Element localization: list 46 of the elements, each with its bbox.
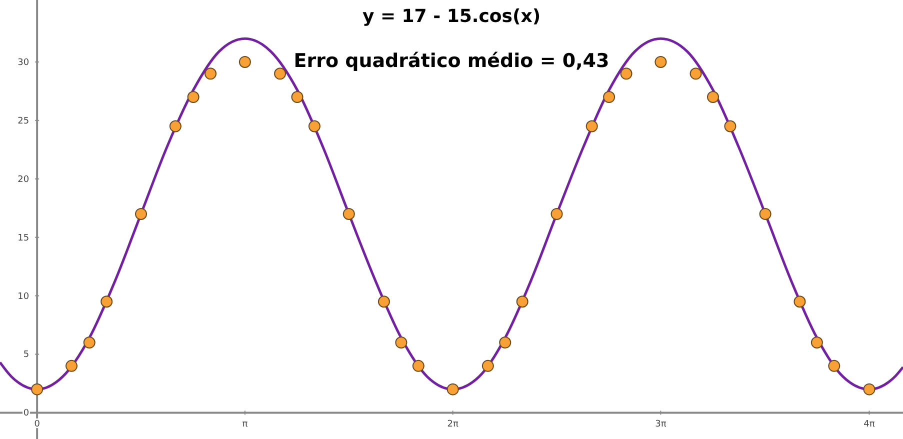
x-tick-label: 2π xyxy=(447,420,459,430)
point xyxy=(31,383,44,396)
point xyxy=(378,296,390,308)
point xyxy=(169,120,182,132)
point xyxy=(810,336,823,349)
point xyxy=(550,208,563,220)
x-tick-label: 4π xyxy=(864,420,876,430)
point xyxy=(135,208,148,220)
point xyxy=(66,360,78,372)
point xyxy=(238,56,251,68)
point xyxy=(759,208,772,220)
point xyxy=(446,383,459,396)
y-tick-label: 0 xyxy=(23,408,30,419)
y-tick-label: 30 xyxy=(18,58,30,68)
point xyxy=(724,120,736,132)
text: Erro quadrático médio = 0,43 xyxy=(294,50,610,72)
point xyxy=(828,360,840,372)
y-tick-label: 20 xyxy=(18,174,30,185)
point xyxy=(274,68,286,80)
point xyxy=(603,91,616,104)
point xyxy=(707,91,719,104)
point xyxy=(204,68,217,80)
chart-title: y = 17 - 15.cos(x) xyxy=(362,6,541,27)
point xyxy=(863,383,876,396)
point xyxy=(412,360,424,372)
point xyxy=(187,91,200,104)
point xyxy=(482,360,494,372)
x-tick-label: π xyxy=(242,420,248,430)
y-tick-label: 25 xyxy=(18,116,30,126)
point xyxy=(690,68,702,80)
point xyxy=(83,336,96,349)
point xyxy=(308,120,320,132)
point xyxy=(654,56,667,68)
y-tick-label: 10 xyxy=(18,292,30,302)
x-tick-label: 3π xyxy=(655,420,667,430)
point xyxy=(100,296,113,308)
y-tick-label: 15 xyxy=(18,233,30,244)
y-tick-label: 5 xyxy=(23,350,30,360)
point xyxy=(586,120,598,132)
point xyxy=(395,336,408,349)
point xyxy=(516,296,528,308)
point xyxy=(342,208,355,220)
point xyxy=(499,336,512,349)
point xyxy=(620,68,632,80)
point xyxy=(291,91,304,104)
point xyxy=(794,296,806,308)
